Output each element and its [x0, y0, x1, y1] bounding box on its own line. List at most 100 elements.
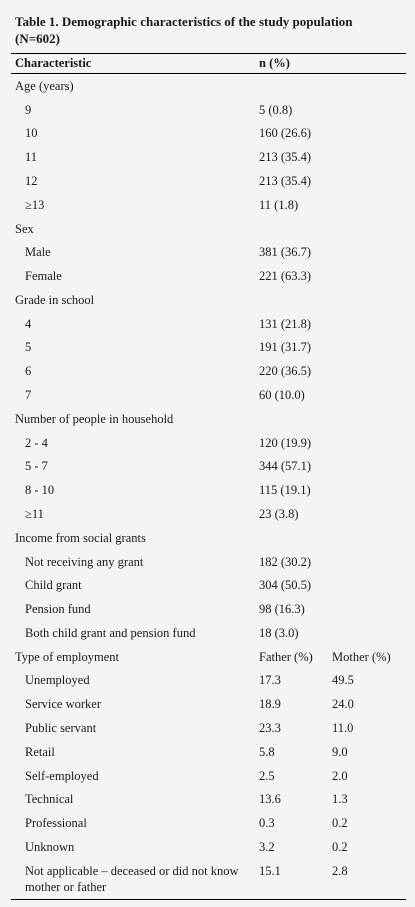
- table-row: ≥11 23 (3.8): [11, 502, 406, 526]
- row-label: ≥11: [25, 506, 44, 521]
- table-row: Service worker 18.9 24.0: [11, 692, 406, 716]
- row-value: 221 (63.3): [259, 269, 312, 284]
- table-row: Male 381 (36.7): [11, 240, 406, 264]
- row-value: 18 (3.0): [259, 625, 299, 640]
- row-label: Unemployed: [25, 673, 90, 688]
- row-value: 213 (35.4): [259, 174, 312, 189]
- header-cell: Characteristic: [15, 56, 92, 70]
- row-label: 12: [25, 174, 38, 189]
- row-value: 0.2: [332, 816, 348, 831]
- table-row: Public servant 23.3 11.0: [11, 716, 406, 740]
- table-row: ≥13 11 (1.8): [11, 193, 406, 217]
- row-value: 220 (36.5): [259, 364, 312, 379]
- row-value: 304 (50.5): [259, 578, 312, 593]
- row-label: Not receiving any grant: [25, 554, 144, 569]
- row-label: Professional: [25, 816, 87, 831]
- row-value: 2.5: [259, 768, 275, 783]
- row-value: 0.3: [259, 816, 275, 831]
- row-label: 5 - 7: [25, 459, 48, 474]
- row-label: Male: [25, 245, 51, 260]
- row-value: 182 (30.2): [259, 554, 312, 569]
- row-value: 11.0: [332, 720, 354, 735]
- row-value: 115 (19.1): [259, 483, 311, 498]
- row-label: 6: [25, 364, 32, 379]
- row-label: 8 - 10: [25, 483, 55, 498]
- table-row: Income from social grants: [11, 526, 406, 550]
- table-row: Unknown 3.2 0.2: [11, 835, 406, 859]
- row-value: 381 (36.7): [259, 245, 312, 260]
- row-label: Both child grant and pension fund: [25, 625, 196, 640]
- row-value: 60 (10.0): [259, 388, 305, 403]
- row-label: Female: [25, 269, 62, 284]
- row-label: Grade in school: [15, 292, 95, 307]
- row-value: Father (%): [259, 649, 313, 664]
- table-title: Table 1. Demographic characteristics of …: [15, 14, 353, 46]
- row-label: 9: [25, 102, 32, 117]
- table-row: Grade in school: [11, 288, 406, 312]
- row-value: 9.0: [332, 744, 348, 759]
- row-value: 5 (0.8): [259, 102, 293, 117]
- row-label: Public servant: [25, 720, 97, 735]
- table-row: Not receiving any grant 182 (30.2): [11, 550, 406, 574]
- table-row: 7 60 (10.0): [11, 383, 406, 407]
- row-label: 11: [25, 150, 38, 165]
- row-value: 24.0: [332, 697, 354, 712]
- row-value: 120 (19.9): [259, 435, 312, 450]
- table-header: Characteristic n (%): [11, 53, 406, 74]
- row-value: 17.3: [259, 673, 281, 688]
- row-label: Sex: [15, 221, 34, 236]
- row-value: 213 (35.4): [259, 150, 312, 165]
- row-value: 191 (31.7): [259, 340, 312, 355]
- row-value: 98 (16.3): [259, 602, 305, 617]
- row-value: Mother (%): [332, 649, 391, 664]
- table-row: Technical 13.6 1.3: [11, 787, 406, 811]
- header-cell: n (%): [259, 56, 290, 70]
- row-label: 4: [25, 316, 32, 331]
- table-row: Type of employment Father (%) Mother (%): [11, 645, 406, 669]
- table-row: 9 5 (0.8): [11, 98, 406, 122]
- table-row: Self-employed 2.5 2.0: [11, 764, 406, 788]
- row-value: 1.3: [332, 792, 348, 807]
- table-row: Not applicable – deceased or did not kno…: [11, 859, 406, 900]
- row-value: 0.2: [332, 839, 348, 854]
- row-label: 5: [25, 340, 32, 355]
- row-value: 15.1: [259, 863, 281, 878]
- table-row: Retail 5.8 9.0: [11, 740, 406, 764]
- row-value: 23.3: [259, 720, 281, 735]
- row-label: 2 - 4: [25, 435, 48, 450]
- row-label: Not applicable – deceased or did not kno…: [25, 863, 239, 894]
- row-value: 5.8: [259, 744, 275, 759]
- table-row: Pension fund 98 (16.3): [11, 597, 406, 621]
- row-value: 23 (3.8): [259, 506, 299, 521]
- table-row: 8 - 10 115 (19.1): [11, 478, 406, 502]
- row-value: 2.0: [332, 768, 348, 783]
- row-label: Pension fund: [25, 602, 91, 617]
- table-row: 10 160 (26.6): [11, 122, 406, 146]
- table-row: 12 213 (35.4): [11, 169, 406, 193]
- row-label: ≥13: [25, 197, 45, 212]
- row-label: Income from social grants: [15, 530, 146, 545]
- row-value: 160 (26.6): [259, 126, 312, 141]
- table-row: Both child grant and pension fund 18 (3.0…: [11, 621, 406, 645]
- table-row: 5 - 7 344 (57.1): [11, 455, 406, 479]
- table-row: 4 131 (21.8): [11, 312, 406, 336]
- table-row: 5 191 (31.7): [11, 336, 406, 360]
- row-value: 11 (1.8): [259, 197, 299, 212]
- table-row: 2 - 4 120 (19.9): [11, 431, 406, 455]
- row-label: Self-employed: [25, 768, 99, 783]
- row-label: Service worker: [25, 697, 102, 712]
- row-label: Child grant: [25, 578, 82, 593]
- table-row: 11 213 (35.4): [11, 145, 406, 169]
- row-value: 2.8: [332, 863, 348, 878]
- table-row: Child grant 304 (50.5): [11, 573, 406, 597]
- row-label: Retail: [25, 744, 55, 759]
- row-value: 3.2: [259, 839, 275, 854]
- table-row: Professional 0.3 0.2: [11, 811, 406, 835]
- row-label: 10: [25, 126, 38, 141]
- table-row: Female 221 (63.3): [11, 264, 406, 288]
- row-value: 131 (21.8): [259, 316, 312, 331]
- row-value: 18.9: [259, 697, 281, 712]
- row-value: 49.5: [332, 673, 354, 688]
- table-row: 6 220 (36.5): [11, 359, 406, 383]
